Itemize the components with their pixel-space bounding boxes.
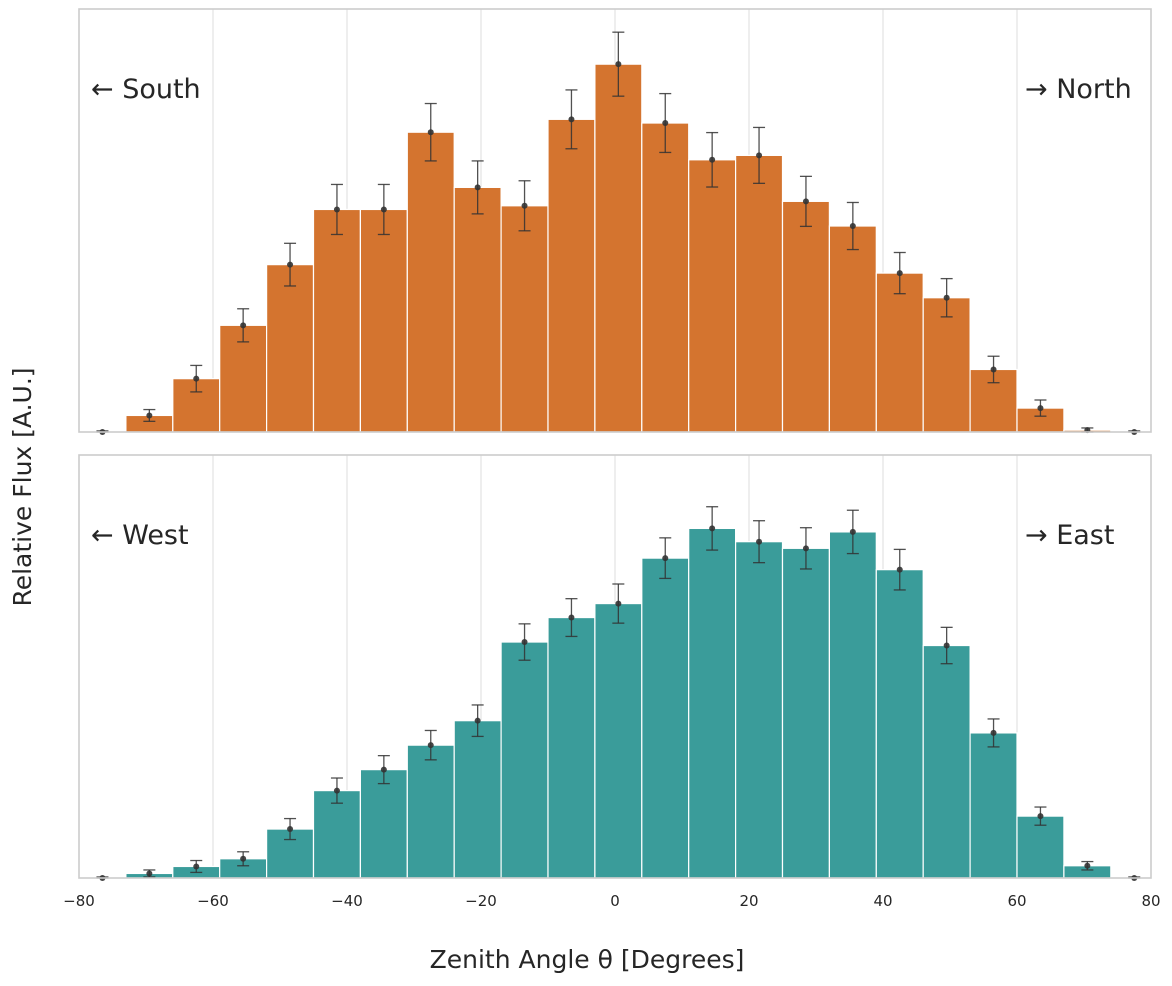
x-tick-label: −60 (197, 892, 229, 910)
histogram-bar (547, 616, 596, 878)
data-point (193, 863, 200, 870)
histogram-bar (500, 205, 549, 432)
histogram-bar (594, 602, 643, 878)
data-point (756, 538, 763, 545)
histogram-bar (828, 531, 877, 878)
data-point (568, 116, 575, 123)
histogram-bar (1016, 815, 1065, 878)
x-tick-label: −80 (63, 892, 95, 910)
x-tick-label: 40 (873, 892, 892, 910)
data-point (615, 61, 622, 68)
data-point (943, 642, 950, 649)
panel-frame (78, 454, 1152, 879)
data-point (146, 870, 153, 877)
data-point (333, 206, 340, 213)
y-axis-label: Relative Flux [A.U.] (8, 367, 37, 606)
histogram-bar (359, 208, 408, 432)
histogram-bar (641, 557, 690, 878)
histogram-bar (641, 122, 690, 432)
data-point (896, 270, 903, 277)
histogram-bar (734, 154, 784, 432)
data-point (240, 322, 247, 329)
histogram-bar (406, 744, 455, 878)
histogram-bar (922, 644, 971, 878)
histogram-bar (406, 131, 455, 432)
histogram-bar (781, 200, 831, 432)
x-tick-label: −40 (331, 892, 363, 910)
data-point (1084, 862, 1091, 869)
data-point (287, 261, 294, 268)
histogram-bar (875, 272, 924, 432)
histogram-bar (734, 541, 784, 878)
histogram-bar (875, 569, 924, 878)
histogram-bar (359, 769, 408, 878)
histogram-bar (688, 527, 737, 878)
histogram-bar (266, 264, 315, 432)
panel-frame (78, 8, 1152, 433)
x-tick-labels: −80 −60 −40 −20 0 20 40 60 80 (63, 892, 1160, 910)
histogram-bar (828, 225, 877, 432)
x-tick-label: 80 (1141, 892, 1160, 910)
x-tick-label: 20 (739, 892, 758, 910)
data-point (427, 742, 434, 749)
data-point (568, 614, 575, 621)
x-tick-label: −20 (465, 892, 497, 910)
histogram-bar (500, 641, 549, 878)
data-point (849, 528, 856, 535)
data-point (709, 525, 716, 532)
data-point (1037, 405, 1044, 412)
histogram-bar (922, 297, 971, 432)
data-point (380, 206, 387, 213)
histogram-bar (688, 159, 737, 432)
data-point (896, 566, 903, 573)
data-point (615, 600, 622, 607)
histogram-bar (781, 547, 831, 878)
data-point (146, 412, 153, 419)
data-point (380, 766, 387, 773)
data-point (802, 545, 809, 552)
data-point (662, 555, 669, 562)
data-point (849, 223, 856, 230)
data-point (662, 120, 669, 127)
data-point (427, 129, 434, 136)
data-point (1037, 813, 1044, 820)
data-point (474, 717, 481, 724)
data-point (521, 202, 528, 209)
data-point (193, 375, 200, 382)
histogram-bar (453, 720, 502, 878)
bottom-panel: ← West → East (78, 454, 1152, 881)
data-point (990, 729, 997, 736)
data-point (943, 294, 950, 301)
data-point (756, 152, 763, 159)
data-point (521, 639, 528, 646)
top-panel: ← South → North (78, 8, 1152, 435)
x-axis-label: Zenith Angle θ [Degrees] (430, 945, 745, 974)
histogram-bar (312, 208, 362, 432)
data-point (333, 787, 340, 794)
data-point (802, 198, 809, 205)
left-direction-label: ← West (91, 520, 189, 551)
data-point (474, 184, 481, 191)
right-direction-label: → North (1025, 74, 1132, 105)
histogram-bar (453, 186, 502, 432)
data-point (709, 156, 716, 163)
histogram-bar (547, 118, 596, 432)
left-direction-label: ← South (91, 74, 201, 105)
data-point (287, 826, 294, 833)
data-point (240, 855, 247, 862)
data-point (990, 366, 997, 373)
right-direction-label: → East (1025, 520, 1114, 551)
x-tick-label: 0 (610, 892, 620, 910)
histogram-bar (969, 732, 1018, 878)
x-tick-label: 60 (1007, 892, 1026, 910)
histogram-bar (594, 63, 643, 432)
